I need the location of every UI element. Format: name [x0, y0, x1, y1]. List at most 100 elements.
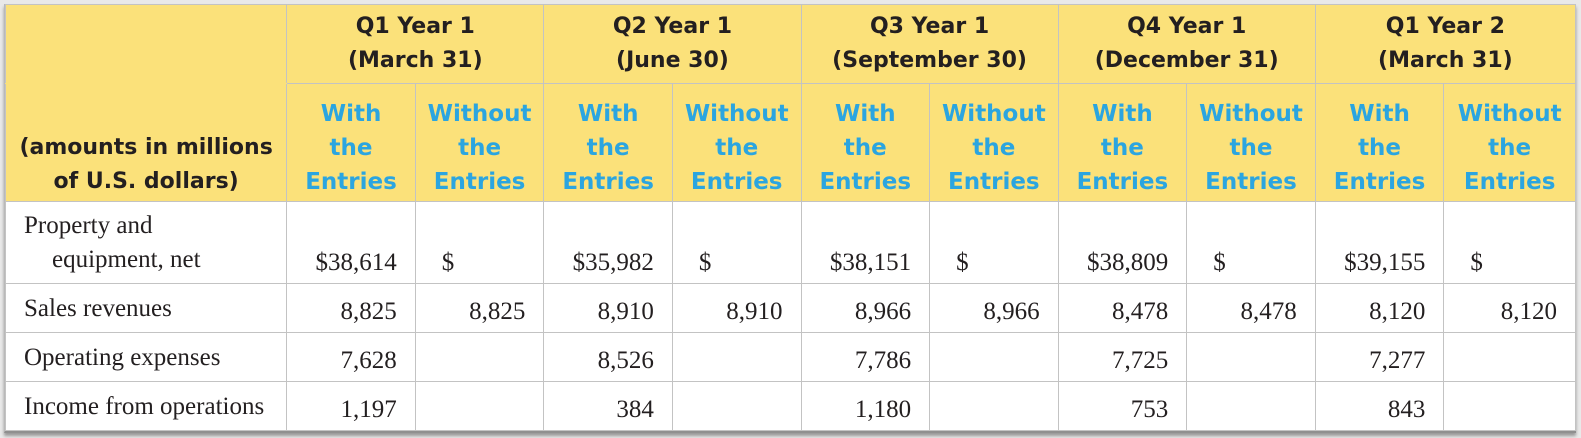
value-with-entries: 384 [543, 381, 673, 431]
value-without-entries: 8,120 [1443, 283, 1576, 333]
value-without-entries: $ [1186, 201, 1316, 284]
value-without-entries: 8,910 [671, 283, 802, 333]
amounts-unit-label: (amounts in millions of U.S. dollars) [5, 83, 288, 202]
header-word: Entries [433, 169, 526, 195]
value-with-entries: 7,628 [286, 332, 416, 382]
value-with-entries: 8,526 [543, 332, 673, 382]
header-word: Entries [562, 169, 654, 195]
quarterly-financials-table: Q1 Year 1 (March 31) Q2 Year 1 (June 30)… [5, 4, 1576, 431]
header-word: Without [941, 101, 1046, 127]
value-with-entries: 1,197 [286, 381, 416, 431]
header-word: Entries [1076, 169, 1169, 195]
quarter-header-q4-y1: Q4 Year 1 (December 31) [1057, 4, 1316, 84]
with-entries-header: With the Entries [286, 83, 416, 202]
quarter-title: Q2 Year 1 [612, 14, 733, 39]
value-without-entries: $ [671, 201, 802, 284]
table-row: Property and equipment, net $38,614 $ $3… [5, 201, 1576, 284]
value-without-entries [414, 381, 545, 431]
value-with-entries: 843 [1314, 381, 1445, 431]
header-word: Entries [819, 169, 912, 195]
value-with-entries: 8,966 [800, 283, 931, 333]
row-label-line: Property and [24, 212, 153, 239]
header-word: the [586, 135, 630, 161]
header-word: the [972, 135, 1016, 161]
with-entries-header: With the Entries [1314, 83, 1445, 202]
quarter-header-q3-y1: Q3 Year 1 (September 30) [800, 4, 1059, 84]
financial-table-container: Q1 Year 1 (March 31) Q2 Year 1 (June 30)… [4, 4, 1576, 433]
with-entries-header: With the Entries [1057, 83, 1188, 202]
header-word: With [1092, 101, 1153, 127]
header-word: With [320, 101, 382, 127]
quarter-title: Q1 Year 2 [1385, 14, 1505, 39]
header-word: the [1100, 135, 1144, 161]
table-row: Operating expenses 7,628 8,526 7,786 7,7… [5, 332, 1576, 382]
table-row: Sales revenues 8,825 8,825 8,910 8,910 8… [5, 283, 1576, 333]
value-with-entries: $38,809 [1057, 201, 1188, 284]
value-with-entries: 753 [1057, 381, 1188, 431]
value-with-entries: 7,277 [1314, 332, 1445, 382]
header-word: Entries [948, 169, 1040, 195]
header-word: the [1229, 135, 1273, 161]
header-word: the [1358, 135, 1402, 161]
quarter-title: Q1 Year 1 [355, 14, 475, 39]
quarter-date: (March 31) [1378, 48, 1513, 73]
value-without-entries [929, 332, 1059, 382]
value-with-entries: 1,180 [800, 381, 931, 431]
value-without-entries: 8,478 [1186, 283, 1316, 333]
with-entries-header: With the Entries [543, 83, 673, 202]
quarter-date: (December 31) [1094, 48, 1279, 73]
without-entries-header: Without the Entries [671, 83, 802, 202]
value-with-entries: $38,151 [800, 201, 931, 284]
amounts-label-line: (amounts in millions [19, 135, 273, 160]
value-with-entries: 8,910 [543, 283, 673, 333]
value-without-entries [1443, 381, 1576, 431]
header-word: Without [684, 101, 789, 127]
without-entries-header: Without the Entries [1186, 83, 1316, 202]
value-without-entries: $ [929, 201, 1059, 284]
quarter-header-q1-y1: Q1 Year 1 (March 31) [286, 4, 545, 84]
header-word: With [1349, 101, 1410, 127]
corner-cell [5, 4, 288, 84]
with-entries-header: With the Entries [800, 83, 931, 202]
quarter-date: (June 30) [616, 48, 729, 73]
quarter-header-row: Q1 Year 1 (March 31) Q2 Year 1 (June 30)… [5, 4, 1576, 84]
header-word: With [834, 101, 896, 127]
header-word: Without [427, 101, 532, 127]
quarter-header-q1-y2: Q1 Year 2 (March 31) [1314, 4, 1576, 84]
header-word: the [329, 135, 373, 161]
quarter-header-q2-y1: Q2 Year 1 (June 30) [543, 4, 802, 84]
row-label: Operating expenses [5, 332, 288, 382]
quarter-title: Q4 Year 1 [1127, 14, 1247, 39]
value-without-entries: $ [414, 201, 545, 284]
value-without-entries: 8,966 [929, 283, 1059, 333]
without-entries-header: Without the Entries [414, 83, 545, 202]
value-without-entries: $ [1443, 201, 1576, 284]
value-with-entries: 8,478 [1057, 283, 1188, 333]
header-word: Entries [305, 169, 397, 195]
header-word: Without [1457, 101, 1562, 127]
value-without-entries: 8,825 [414, 283, 545, 333]
header-word: Entries [690, 169, 783, 195]
row-label: Sales revenues [5, 283, 288, 333]
without-entries-header: Without the Entries [929, 83, 1059, 202]
value-without-entries [1443, 332, 1576, 382]
value-without-entries [671, 381, 802, 431]
value-with-entries: 8,825 [286, 283, 416, 333]
table-row: Income from operations 1,197 384 1,180 7… [5, 381, 1576, 431]
header-word: Entries [1463, 169, 1556, 195]
value-without-entries [929, 381, 1059, 431]
value-with-entries: $39,155 [1314, 201, 1445, 284]
header-word: the [843, 135, 887, 161]
row-label-line: equipment, net [52, 246, 201, 273]
value-without-entries [414, 332, 545, 382]
header-word: the [1488, 135, 1532, 161]
value-with-entries: 7,786 [800, 332, 931, 382]
amounts-label-line: of U.S. dollars) [53, 169, 239, 194]
value-with-entries: 7,725 [1057, 332, 1188, 382]
value-with-entries: 8,120 [1314, 283, 1445, 333]
value-with-entries: $35,982 [543, 201, 673, 284]
header-word: Without [1199, 101, 1303, 127]
quarter-date: (September 30) [832, 48, 1027, 73]
row-label: Property and equipment, net [5, 201, 288, 284]
header-word: Entries [1333, 169, 1426, 195]
